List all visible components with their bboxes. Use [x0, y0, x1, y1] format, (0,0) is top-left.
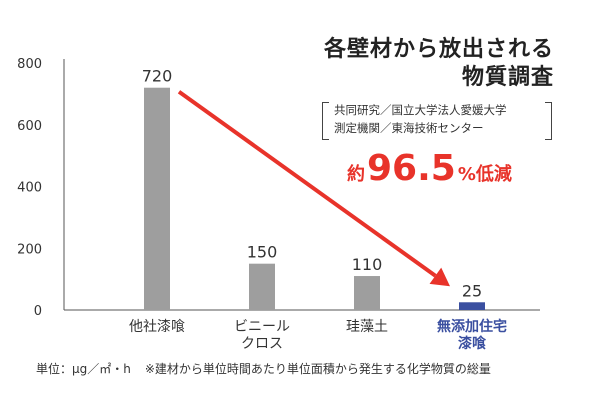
y-tick-label: 800 [17, 57, 42, 72]
y-tick-label: 400 [17, 181, 42, 196]
bar [249, 263, 275, 310]
footnote: ※建材から単位時間あたり単位面積から発生する化学物質の総量 [144, 362, 491, 376]
reduction-prefix: 約 [347, 164, 365, 185]
bar [144, 87, 170, 310]
y-tick-label: 200 [17, 242, 42, 257]
reduction-value: 96.5 [367, 148, 456, 189]
x-category-label: 珪藻土 [346, 319, 388, 335]
chart-title-line-1: 各壁材から放出される [323, 37, 554, 62]
right-bracket [545, 102, 552, 140]
x-category-label: 漆喰 [458, 335, 487, 352]
bar-value-label: 150 [247, 243, 278, 262]
bar-value-label: 25 [462, 281, 482, 300]
left-bracket [322, 102, 329, 140]
reduction-annotation: 約96.5 %低減 [347, 148, 512, 189]
bar [354, 276, 380, 310]
reduction-arrow-shaft [177, 90, 437, 278]
bar-value-label: 720 [142, 67, 173, 86]
source-measurement-line: 測定機関／東海技術センター [334, 121, 484, 135]
y-tick-label: 0 [34, 304, 42, 319]
x-category-label: 無添加住宅 [437, 318, 507, 335]
bar [459, 302, 485, 310]
source-note: 共同研究／国立大学法人愛媛大学 測定機関／東海技術センター [322, 100, 552, 140]
reduction-suffix: %低減 [457, 164, 512, 185]
reduction-arrow-head [429, 267, 450, 287]
y-tick-label: 600 [17, 119, 42, 134]
chart-title-line-2: 物質調査 [461, 65, 554, 90]
footer-note: 単位：μg／㎡・h ※建材から単位時間あたり単位面積から発生する化学物質の総量 [36, 360, 491, 377]
bar-value-label: 110 [352, 255, 383, 274]
x-category-label: 他社漆喰 [129, 319, 185, 335]
unit-label: 単位：μg／㎡・h [36, 362, 131, 376]
x-category-label: ビニール [234, 319, 290, 335]
chart-title: 各壁材から放出される 物質調査 [324, 36, 554, 92]
x-category-label: クロス [241, 336, 283, 352]
source-research-line: 共同研究／国立大学法人愛媛大学 [334, 103, 507, 117]
